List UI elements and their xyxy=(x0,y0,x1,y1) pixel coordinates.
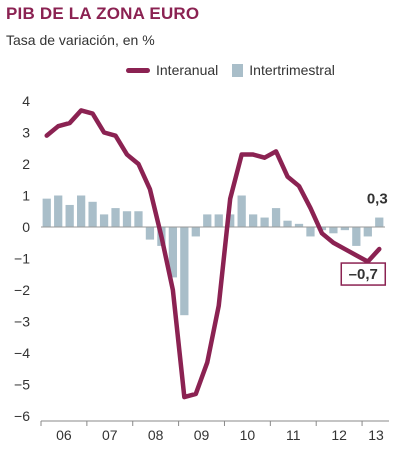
y-tick-label: 0 xyxy=(22,219,30,235)
series-line-interanual xyxy=(44,108,382,400)
y-tick-label: 3 xyxy=(22,125,30,141)
bar-intertrimestral xyxy=(180,227,189,316)
bar-intertrimestral xyxy=(329,227,338,234)
bar-intertrimestral xyxy=(260,217,269,227)
x-tick-label: 10 xyxy=(240,427,256,443)
data-label-box xyxy=(340,262,387,286)
data-label-interanual: –0,7 xyxy=(349,266,378,283)
bar-intertrimestral xyxy=(363,227,372,237)
bar-intertrimestral xyxy=(42,198,51,227)
bar-intertrimestral xyxy=(191,227,200,237)
legend-item-interanual: Interanual xyxy=(126,62,218,78)
bar-intertrimestral xyxy=(111,208,120,227)
bar-intertrimestral xyxy=(271,208,281,227)
legend-label-interanual: Interanual xyxy=(156,62,219,78)
legend-swatch-line xyxy=(126,67,150,73)
x-tick-label: 11 xyxy=(286,427,301,443)
bar-intertrimestral xyxy=(226,214,235,227)
y-tick-label: −4 xyxy=(14,345,30,361)
bar-intertrimestral xyxy=(352,227,361,246)
chart-legend: Interanual Intertrimestral xyxy=(126,62,349,78)
x-tick-label: 13 xyxy=(368,427,384,443)
y-tick-label: −3 xyxy=(14,314,30,330)
x-tick-label: 08 xyxy=(148,427,164,443)
x-tick-label: 12 xyxy=(331,427,347,443)
bar-intertrimestral xyxy=(237,195,246,227)
bar-intertrimestral xyxy=(145,227,155,240)
bar-intertrimestral xyxy=(249,214,258,227)
bar-intertrimestral xyxy=(134,211,143,227)
data-label-intertrimestral: 0,3 xyxy=(367,191,388,208)
bar-intertrimestral xyxy=(65,204,74,227)
bar-intertrimestral xyxy=(122,211,132,227)
x-tick-label: 09 xyxy=(194,427,210,443)
bar-intertrimestral xyxy=(203,214,212,227)
y-tick-label: −2 xyxy=(14,282,30,298)
bar-intertrimestral xyxy=(77,195,86,227)
bar-intertrimestral xyxy=(283,220,292,227)
y-tick-label: −5 xyxy=(14,377,30,393)
x-tick-label: 07 xyxy=(102,427,118,443)
bar-intertrimestral xyxy=(54,195,63,227)
legend-item-intertrimestral: Intertrimestral xyxy=(232,62,335,78)
y-tick-label: 4 xyxy=(22,93,30,109)
chart-subtitle: Tasa de variación, en % xyxy=(6,32,155,48)
bar-intertrimestral xyxy=(294,223,304,227)
legend-label-intertrimestral: Intertrimestral xyxy=(249,62,335,78)
y-tick-label: −1 xyxy=(14,251,30,267)
bar-intertrimestral xyxy=(306,227,315,237)
y-tick-label: 1 xyxy=(22,188,30,204)
bar-intertrimestral xyxy=(340,227,349,231)
y-tick-label: 2 xyxy=(22,156,30,172)
bar-intertrimestral xyxy=(168,227,177,278)
bar-intertrimestral xyxy=(99,214,109,227)
chart-title: PIB DE LA ZONA EURO xyxy=(6,4,200,23)
bar-intertrimestral xyxy=(88,201,97,227)
y-tick-label: −6 xyxy=(14,408,30,424)
bar-intertrimestral xyxy=(375,217,384,227)
x-tick-label: 06 xyxy=(56,427,72,443)
legend-swatch-bar xyxy=(232,63,244,77)
bar-intertrimestral xyxy=(214,214,223,227)
